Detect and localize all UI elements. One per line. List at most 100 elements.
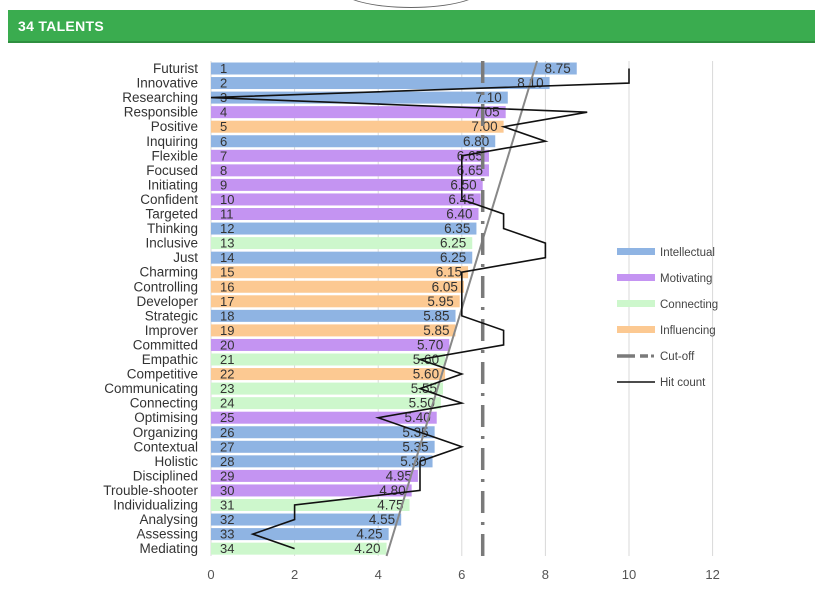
value-label: 6.15: [436, 265, 462, 280]
rank-label: 16: [220, 279, 234, 294]
x-tick-labels: 0 2 4 6 8 10 12: [207, 567, 719, 582]
category-label: Initiating: [148, 177, 198, 192]
value-label: 5.50: [409, 396, 435, 411]
category-label: Responsible: [124, 105, 198, 120]
category-label: Communicating: [104, 381, 198, 396]
value-label: 6.35: [444, 221, 470, 236]
legend: Intellectual Motivating Connecting Influenc…: [617, 247, 718, 389]
value-label: 6.40: [446, 207, 472, 222]
category-label: Committed: [133, 337, 198, 352]
category-label: Organizing: [133, 425, 198, 440]
category-label: Strategic: [145, 308, 199, 323]
value-label: 7.10: [475, 90, 501, 105]
value-label: 4.55: [369, 512, 395, 527]
rank-label: 2: [220, 76, 227, 91]
category-label: Researching: [122, 90, 198, 105]
bar: [211, 149, 489, 162]
value-label: 4.75: [377, 498, 403, 513]
bar: [211, 397, 441, 410]
bar: [211, 542, 387, 555]
category-label: Contextual: [133, 439, 198, 454]
value-labels: 8.758.107.107.057.006.806.656.656.506.45…: [354, 61, 570, 556]
x-tick-label: 8: [542, 567, 549, 582]
value-label: 6.65: [457, 163, 483, 178]
bar: [211, 91, 508, 104]
x-tick-label: 6: [458, 567, 465, 582]
bar: [211, 440, 435, 453]
category-label: Focused: [146, 163, 198, 178]
bar: [211, 280, 464, 293]
section-title: 34 TALENTS: [18, 18, 104, 34]
legend-swatch: [651, 354, 654, 358]
category-label: Assessing: [136, 527, 198, 542]
legend-label: Cut-off: [660, 351, 695, 363]
x-tick-label: 2: [291, 567, 298, 582]
category-label: Just: [173, 250, 198, 265]
rank-label: 31: [220, 498, 234, 513]
rank-label: 4: [220, 105, 227, 120]
rank-label: 1: [220, 61, 227, 76]
value-label: 6.80: [463, 134, 489, 149]
value-label: 7.05: [473, 105, 499, 120]
bar: [211, 382, 443, 395]
category-label: Empathic: [142, 352, 199, 367]
overlay-lines: [210, 60, 630, 557]
value-label: 6.25: [440, 236, 466, 251]
category-label: Inclusive: [145, 236, 198, 251]
value-label: 5.35: [402, 439, 428, 454]
rank-label: 9: [220, 177, 227, 192]
rank-label: 32: [220, 512, 234, 527]
category-label: Holistic: [154, 454, 198, 469]
bar: [211, 135, 496, 148]
bar: [211, 368, 446, 381]
category-label: Analysing: [139, 512, 198, 527]
legend-swatch: [617, 300, 655, 307]
bar: [211, 266, 469, 279]
value-label: 5.85: [423, 323, 449, 338]
value-label: 4.20: [354, 541, 380, 556]
rank-label: 29: [220, 468, 234, 483]
value-label: 4.95: [386, 468, 412, 483]
bar: [211, 178, 483, 191]
rank-label: 22: [220, 367, 234, 382]
bar: [211, 251, 473, 264]
category-label: Mediating: [139, 541, 198, 556]
rank-label: 30: [220, 483, 234, 498]
category-label: Confident: [140, 192, 198, 207]
value-label: 5.85: [423, 308, 449, 323]
rank-label: 7: [220, 148, 227, 163]
rank-label: 11: [220, 207, 234, 222]
bar: [211, 222, 477, 235]
bar: [211, 484, 412, 497]
value-label: 6.50: [450, 177, 476, 192]
rank-label: 24: [220, 396, 234, 411]
legend-label: Influencing: [660, 325, 716, 337]
category-label: Controlling: [133, 279, 198, 294]
value-label: 6.65: [457, 148, 483, 163]
category-labels: FuturistInnovativeResearchingResponsible…: [103, 61, 198, 556]
rank-label: 5: [220, 119, 227, 134]
value-label: 7.00: [471, 119, 497, 134]
category-label: Developer: [136, 294, 198, 309]
bar: [211, 208, 479, 220]
rank-label: 23: [220, 381, 234, 396]
bar: [211, 237, 473, 250]
value-label: 5.70: [417, 337, 443, 352]
category-label: Inquiring: [146, 134, 198, 149]
category-label: Innovative: [136, 76, 198, 91]
legend-label: Hit count: [660, 377, 706, 389]
category-label: Improver: [145, 323, 199, 338]
bar: [211, 455, 433, 468]
value-label: 8.75: [544, 61, 570, 76]
rank-label: 13: [220, 236, 234, 251]
x-tick-label: 12: [705, 567, 719, 582]
rank-label: 27: [220, 439, 234, 454]
x-tick-label: 4: [375, 567, 382, 582]
rank-label: 34: [220, 541, 234, 556]
rank-label: 6: [220, 134, 227, 149]
bars: [211, 62, 577, 555]
bar: [211, 499, 410, 511]
legend-swatch: [617, 326, 655, 333]
bar: [211, 353, 446, 366]
